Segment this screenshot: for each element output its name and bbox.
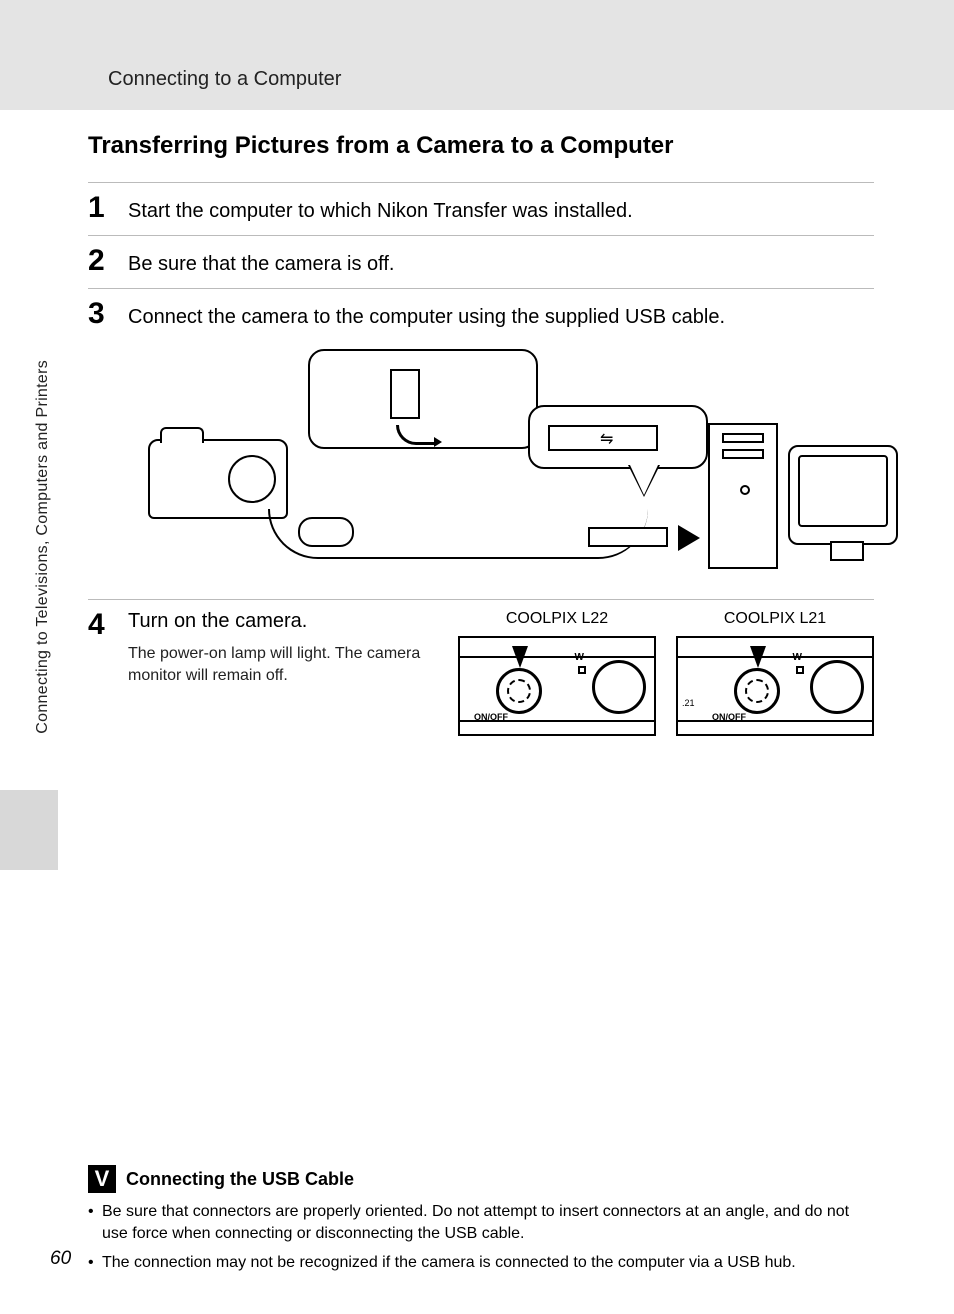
camera-l21-diagram: .21 ON/OFF W <box>676 636 874 736</box>
onoff-label: ON/OFF <box>474 712 508 722</box>
step-number: 1 <box>88 193 128 223</box>
camera-l21-label: COOLPIX L21 <box>676 610 874 628</box>
usb-plug-inset-icon: ⇋ <box>528 405 708 469</box>
arrow-down-icon <box>512 646 528 668</box>
main-content: Transferring Pictures from a Camera to a… <box>0 110 954 736</box>
camera-l22-diagram: ON/OFF W <box>458 636 656 736</box>
page-number: 60 <box>50 1248 71 1270</box>
w-label: W <box>793 652 802 663</box>
step-text: Be sure that the camera is off. <box>128 246 394 278</box>
w-label: W <box>575 652 584 663</box>
port-inset-icon <box>308 349 538 449</box>
step-2: 2 Be sure that the camera is off. <box>88 235 874 288</box>
computer-tower-icon <box>708 423 778 569</box>
note-bullet-2: • The connection may not be recognized i… <box>88 1252 874 1274</box>
ferrite-icon <box>298 517 354 547</box>
camera-l22-label: COOLPIX L22 <box>458 610 656 628</box>
step-text: Start the computer to which Nikon Transf… <box>128 193 633 225</box>
camera-l21-column: COOLPIX L21 .21 ON/OFF W <box>676 610 874 736</box>
connection-diagram: ⇋ <box>128 349 874 589</box>
note-text: Be sure that connectors are properly ori… <box>102 1201 874 1244</box>
step-4-title: Turn on the camera. <box>128 610 438 633</box>
note-bullet-1: • Be sure that connectors are properly o… <box>88 1201 874 1244</box>
monitor-icon <box>788 445 898 545</box>
note-title: Connecting the USB Cable <box>126 1169 354 1190</box>
breadcrumb: Connecting to a Computer <box>108 68 954 91</box>
camera-l22-column: COOLPIX L22 ON/OFF W <box>458 610 656 736</box>
step-4-subtext: The power-on lamp will light. The camera… <box>128 643 438 686</box>
usb-glyph: ⇋ <box>600 429 613 449</box>
onoff-label: ON/OFF <box>712 712 746 722</box>
side-tab-thumb <box>0 790 58 870</box>
step-number: 3 <box>88 299 128 329</box>
header-band: Connecting to a Computer <box>0 0 954 110</box>
arrow-right-icon <box>678 525 700 551</box>
notes-section: V Connecting the USB Cable • Be sure tha… <box>88 1165 874 1282</box>
camera-icon <box>148 439 288 519</box>
step-number: 2 <box>88 246 128 276</box>
note-icon: V <box>88 1165 116 1193</box>
step-text: Connect the camera to the computer using… <box>128 299 725 331</box>
step-4: 4 Turn on the camera. The power-on lamp … <box>88 599 874 736</box>
note-text: The connection may not be recognized if … <box>102 1252 796 1274</box>
step-3: 3 Connect the camera to the computer usi… <box>88 288 874 341</box>
step-number: 4 <box>88 610 128 736</box>
arrow-down-icon <box>750 646 766 668</box>
step-1: 1 Start the computer to which Nikon Tran… <box>88 182 874 235</box>
model-label: .21 <box>682 698 695 708</box>
section-title: Transferring Pictures from a Camera to a… <box>88 132 874 160</box>
usb-connector-icon <box>588 527 668 547</box>
